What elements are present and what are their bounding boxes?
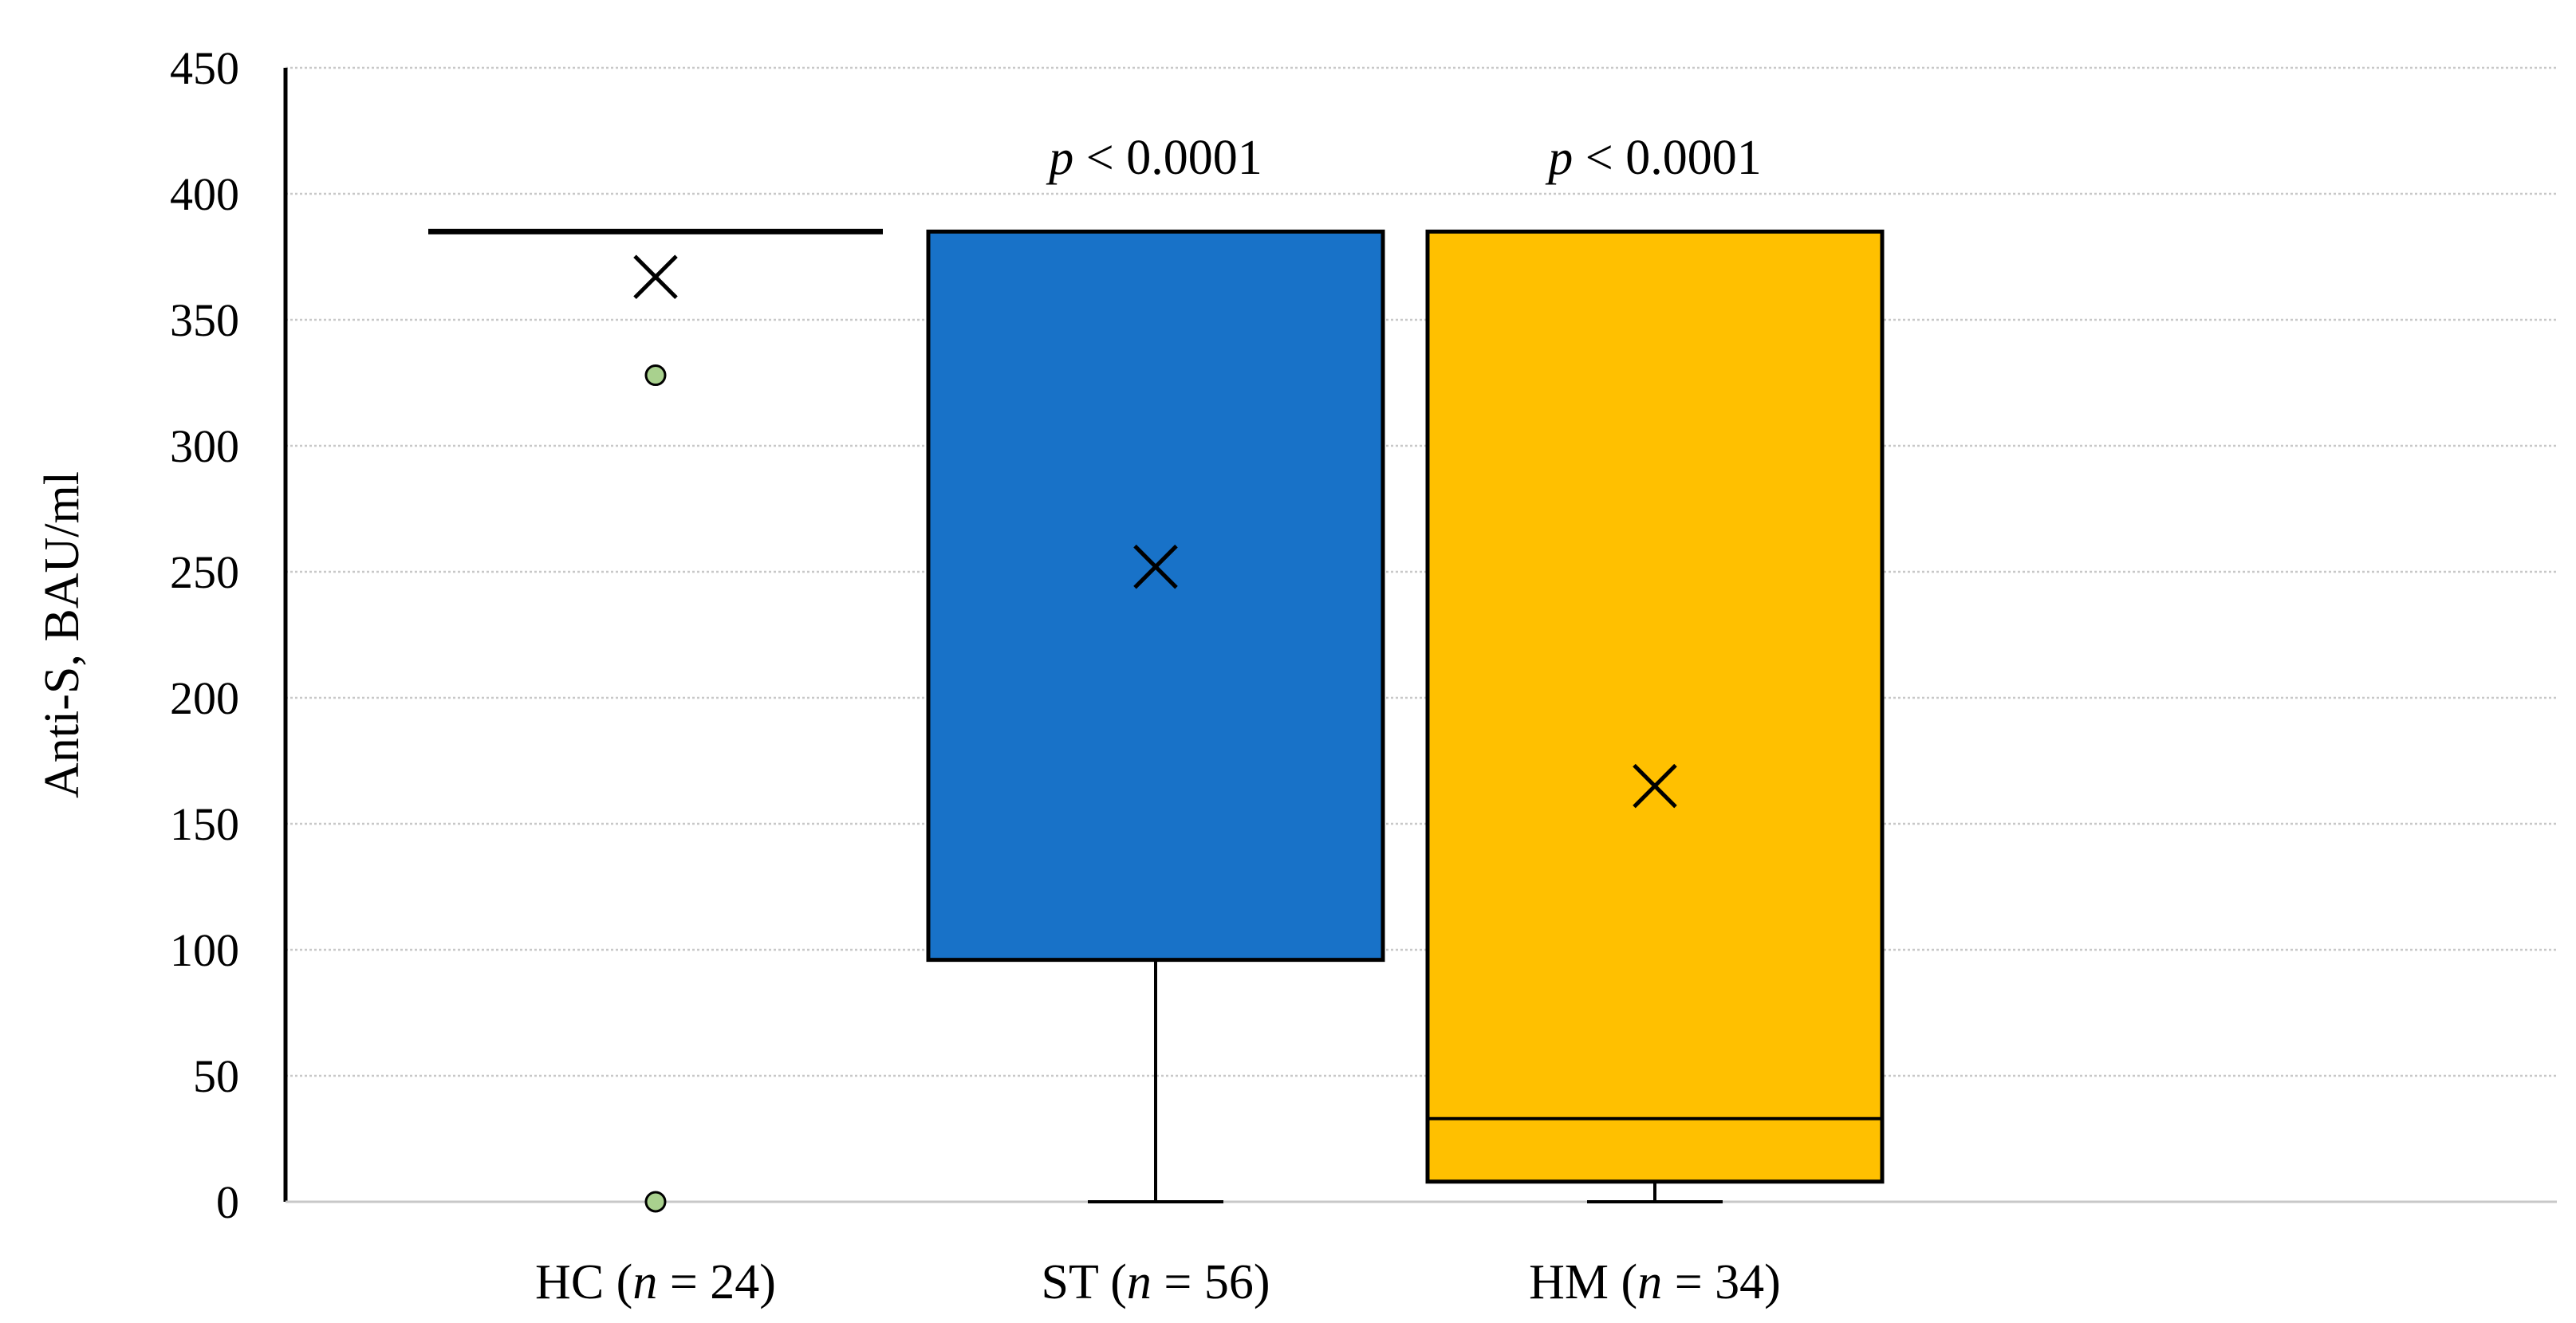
y-tick-label: 150 [170, 798, 239, 850]
mean-marker [1633, 763, 1677, 809]
category-label: ST (n = 56) [1041, 1255, 1270, 1309]
boxes [428, 228, 1885, 1213]
y-tick-label: 350 [170, 294, 239, 346]
category-label: HC (n = 24) [535, 1255, 776, 1309]
category-label-suffix: = 34) [1662, 1255, 1781, 1309]
p-value-annotation: p < 0.0001 [1545, 131, 1761, 185]
y-axis-title: Anti-S, BAU/ml [35, 471, 89, 798]
category-label-prefix: HC ( [535, 1255, 632, 1309]
category-label-prefix: HM ( [1529, 1255, 1637, 1309]
mean-marker-stroke [1633, 763, 1677, 809]
category-label-n: n [1127, 1255, 1152, 1309]
box-rect [1425, 229, 1885, 1184]
p-value-symbol: p [1046, 131, 1073, 185]
y-tick-label: 300 [170, 420, 239, 472]
category-label-suffix: = 24) [657, 1255, 776, 1309]
y-tick-label: 450 [170, 42, 239, 94]
y-tick-label: 50 [193, 1050, 239, 1102]
p-value-annotation: p < 0.0001 [1046, 131, 1262, 185]
y-tick-label: 400 [170, 168, 239, 220]
y-tick-label: 200 [170, 672, 239, 724]
category-label-n: n [1637, 1255, 1662, 1309]
p-value-text: < 0.0001 [1073, 131, 1262, 185]
mean-marker-stroke [1133, 544, 1178, 589]
gridlines [286, 66, 2557, 1077]
y-tick-label: 0 [216, 1176, 239, 1228]
category-label-suffix: = 56) [1152, 1255, 1270, 1309]
box-rect [926, 229, 1385, 963]
category-label-n: n [632, 1255, 657, 1309]
mean-marker-stroke [633, 254, 678, 300]
category-label-prefix: ST ( [1041, 1255, 1126, 1309]
mean-marker [633, 254, 678, 300]
y-tick-label: 100 [170, 924, 239, 976]
category-label: HM (n = 34) [1529, 1255, 1781, 1309]
p-value-text: < 0.0001 [1573, 131, 1761, 185]
y-tick-label: 250 [170, 546, 239, 598]
mean-marker [1133, 544, 1178, 589]
axes: 0 50 100 150 200 250 300 350 400 450 [170, 42, 2557, 1228]
outlier-point [644, 364, 667, 387]
outlier-point [644, 1191, 667, 1213]
p-value-symbol: p [1545, 131, 1573, 185]
